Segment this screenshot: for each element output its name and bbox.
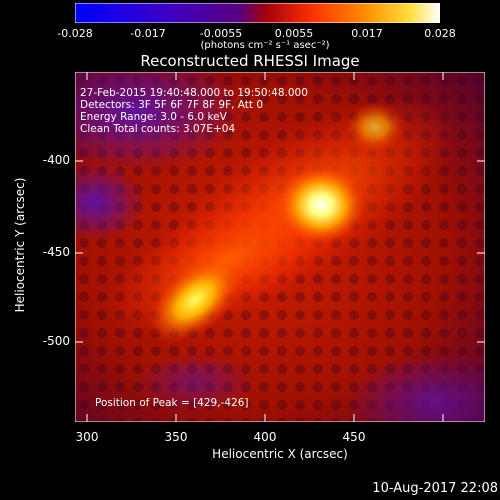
plot-title: Reconstructed RHESSI Image	[140, 52, 360, 70]
y-tick-label: -450	[42, 245, 70, 259]
overlay-counts: Clean Total counts: 3.07E+04	[80, 123, 236, 135]
colorbar-tick: 0.017	[351, 27, 383, 40]
colorbar-units: (photons cm⁻² s⁻¹ asec⁻²)	[200, 40, 330, 51]
axis-ticks	[75, 72, 485, 422]
y-tick-label: -400	[42, 153, 70, 167]
y-tick-label: -500	[42, 334, 70, 348]
colorbar-tick: -0.017	[130, 27, 166, 40]
overlay-time-range: 27-Feb-2015 19:40:48.000 to 19:50:48.000	[80, 87, 308, 99]
colorbar	[75, 3, 440, 23]
overlay-detectors: Detectors: 3F 5F 6F 7F 8F 9F, Att 0	[80, 99, 264, 111]
x-tick-label: 400	[253, 430, 277, 444]
colorbar-tick: 0.028	[424, 27, 456, 40]
peak-position-label: Position of Peak = [429,-426]	[95, 397, 249, 409]
colorbar-tick: 0.0055	[274, 27, 314, 40]
colorbar-tick: -0.0055	[199, 27, 243, 40]
x-tick-label: 450	[342, 430, 366, 444]
x-tick-label: 350	[164, 430, 188, 444]
rhessi-image-canvas	[75, 72, 485, 422]
overlay-energy-range: Energy Range: 3.0 - 6.0 keV	[80, 111, 227, 123]
footer-timestamp: 10-Aug-2017 22:08	[372, 481, 498, 496]
colorbar-tick: -0.028	[57, 27, 93, 40]
y-axis-title: Heliocentric Y (arcsec)	[13, 177, 27, 313]
colorbar-gradient	[75, 3, 440, 23]
x-axis-title: Heliocentric X (arcsec)	[212, 447, 348, 461]
x-tick-label: 300	[75, 430, 99, 444]
rhessi-image: 27-Feb-2015 19:40:48.000 to 19:50:48.000…	[75, 72, 485, 422]
